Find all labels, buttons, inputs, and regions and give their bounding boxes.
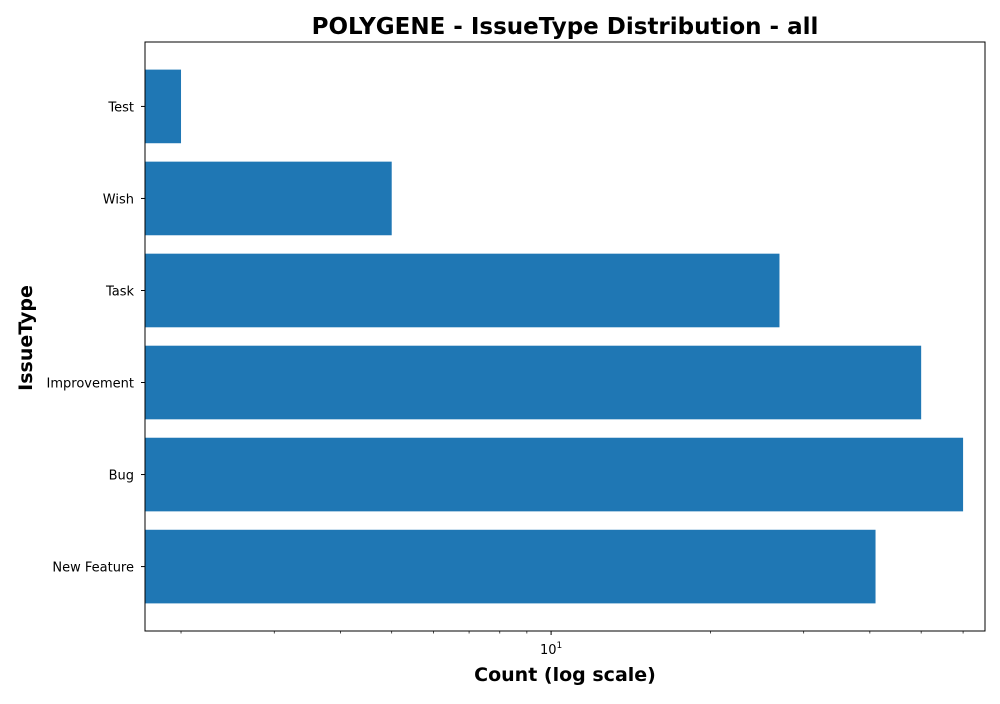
plot-frame [144, 41, 986, 632]
x-axis-label: Count (log scale) [474, 664, 656, 686]
x-tick-label: 101 [540, 641, 562, 658]
bars-layer [145, 69, 964, 604]
bar-task [145, 253, 780, 328]
y-axis-label: IssueType [15, 285, 37, 391]
y-tick-label: Bug [109, 469, 134, 484]
bar-wish [145, 161, 392, 236]
ticks-layer: New Feature Bug Improvement Task Wish Test 101 [47, 100, 964, 658]
y-tick-label: Test [107, 100, 134, 115]
y-tick-label: Wish [103, 192, 134, 207]
y-tick-label: Task [105, 284, 135, 299]
bar-new-feature [145, 529, 876, 604]
bar-test [145, 69, 182, 144]
chart-title: POLYGENE - IssueType Distribution - all [312, 14, 819, 40]
y-tick-label: Improvement [47, 377, 134, 392]
bar-improvement [145, 345, 922, 420]
bar-bug [145, 437, 964, 512]
y-tick-label: New Feature [52, 561, 134, 576]
